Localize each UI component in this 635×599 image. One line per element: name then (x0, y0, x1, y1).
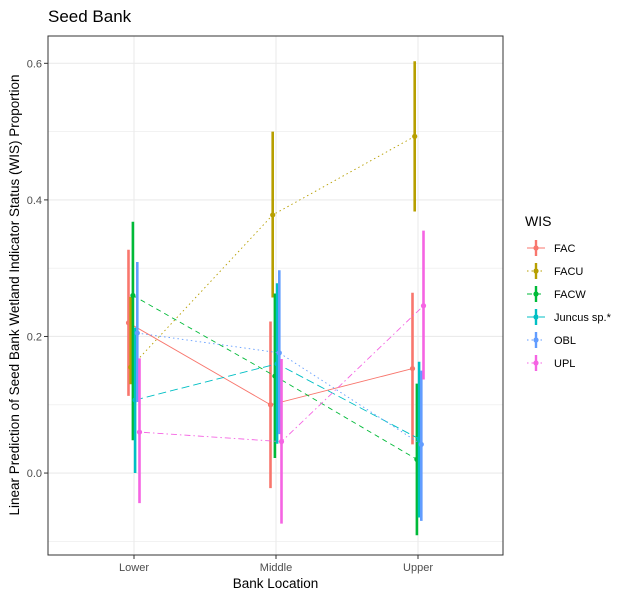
y-tick-label: 0.2 (27, 331, 42, 343)
y-tick-label: 0.6 (27, 58, 42, 70)
legend-key-point (533, 291, 539, 297)
data-point-obl (418, 441, 424, 447)
legend-label: FAC (554, 243, 575, 255)
data-point-facw (130, 292, 136, 299)
legend-key-point (533, 360, 539, 366)
legend-item-facw: FACW (527, 286, 586, 302)
legend-key-point (533, 245, 539, 251)
legend-item-obl: OBL (527, 332, 576, 348)
legend-title: WIS (525, 213, 551, 229)
y-tick-label: 0.0 (27, 468, 42, 480)
legend-item-upl: UPL (527, 355, 575, 371)
legend-label: Juncus sp.* (554, 312, 612, 324)
series-obl (134, 262, 424, 521)
x-tick-label: Middle (260, 562, 292, 574)
x-axis-ticks: Lower Middle Upper (119, 555, 433, 574)
legend-label: OBL (554, 335, 576, 347)
data-point-fac (409, 365, 416, 372)
legend-key-point (533, 337, 539, 343)
data-point-facu (412, 133, 418, 139)
y-axis-ticks: 0.0 0.2 0.4 0.6 (27, 58, 48, 480)
legend-label: FACW (554, 289, 586, 301)
data-point-fac (267, 402, 274, 408)
chart-title: Seed Bank (48, 7, 132, 26)
legend-key-point (533, 268, 539, 274)
series-facu (128, 61, 418, 385)
legend-label: UPL (554, 358, 575, 370)
y-tick-label: 0.4 (27, 195, 42, 207)
x-tick-label: Lower (119, 562, 149, 574)
x-tick-label: Upper (403, 562, 433, 574)
series-upl (136, 230, 427, 524)
legend-item-fac: FAC (527, 240, 575, 256)
legend-item-juncus-sp: Juncus sp.* (527, 309, 612, 325)
data-point-facu (270, 212, 276, 218)
legend: WIS FAC FACU FACW Juncus sp.* OBL UPL (525, 213, 612, 371)
x-axis-title: Bank Location (233, 576, 319, 591)
data-point-upl (420, 303, 427, 309)
y-axis-title: Linear Prediction of Seed Bank Wetland I… (7, 75, 22, 516)
data-point-obl (134, 330, 140, 336)
series-layer (125, 61, 427, 536)
legend-key-point (533, 314, 539, 320)
data-point-upl (278, 439, 285, 445)
data-point-upl (136, 429, 143, 435)
data-point-obl (276, 350, 282, 356)
legend-item-facu: FACU (527, 263, 583, 279)
legend-label: FACU (554, 266, 583, 278)
